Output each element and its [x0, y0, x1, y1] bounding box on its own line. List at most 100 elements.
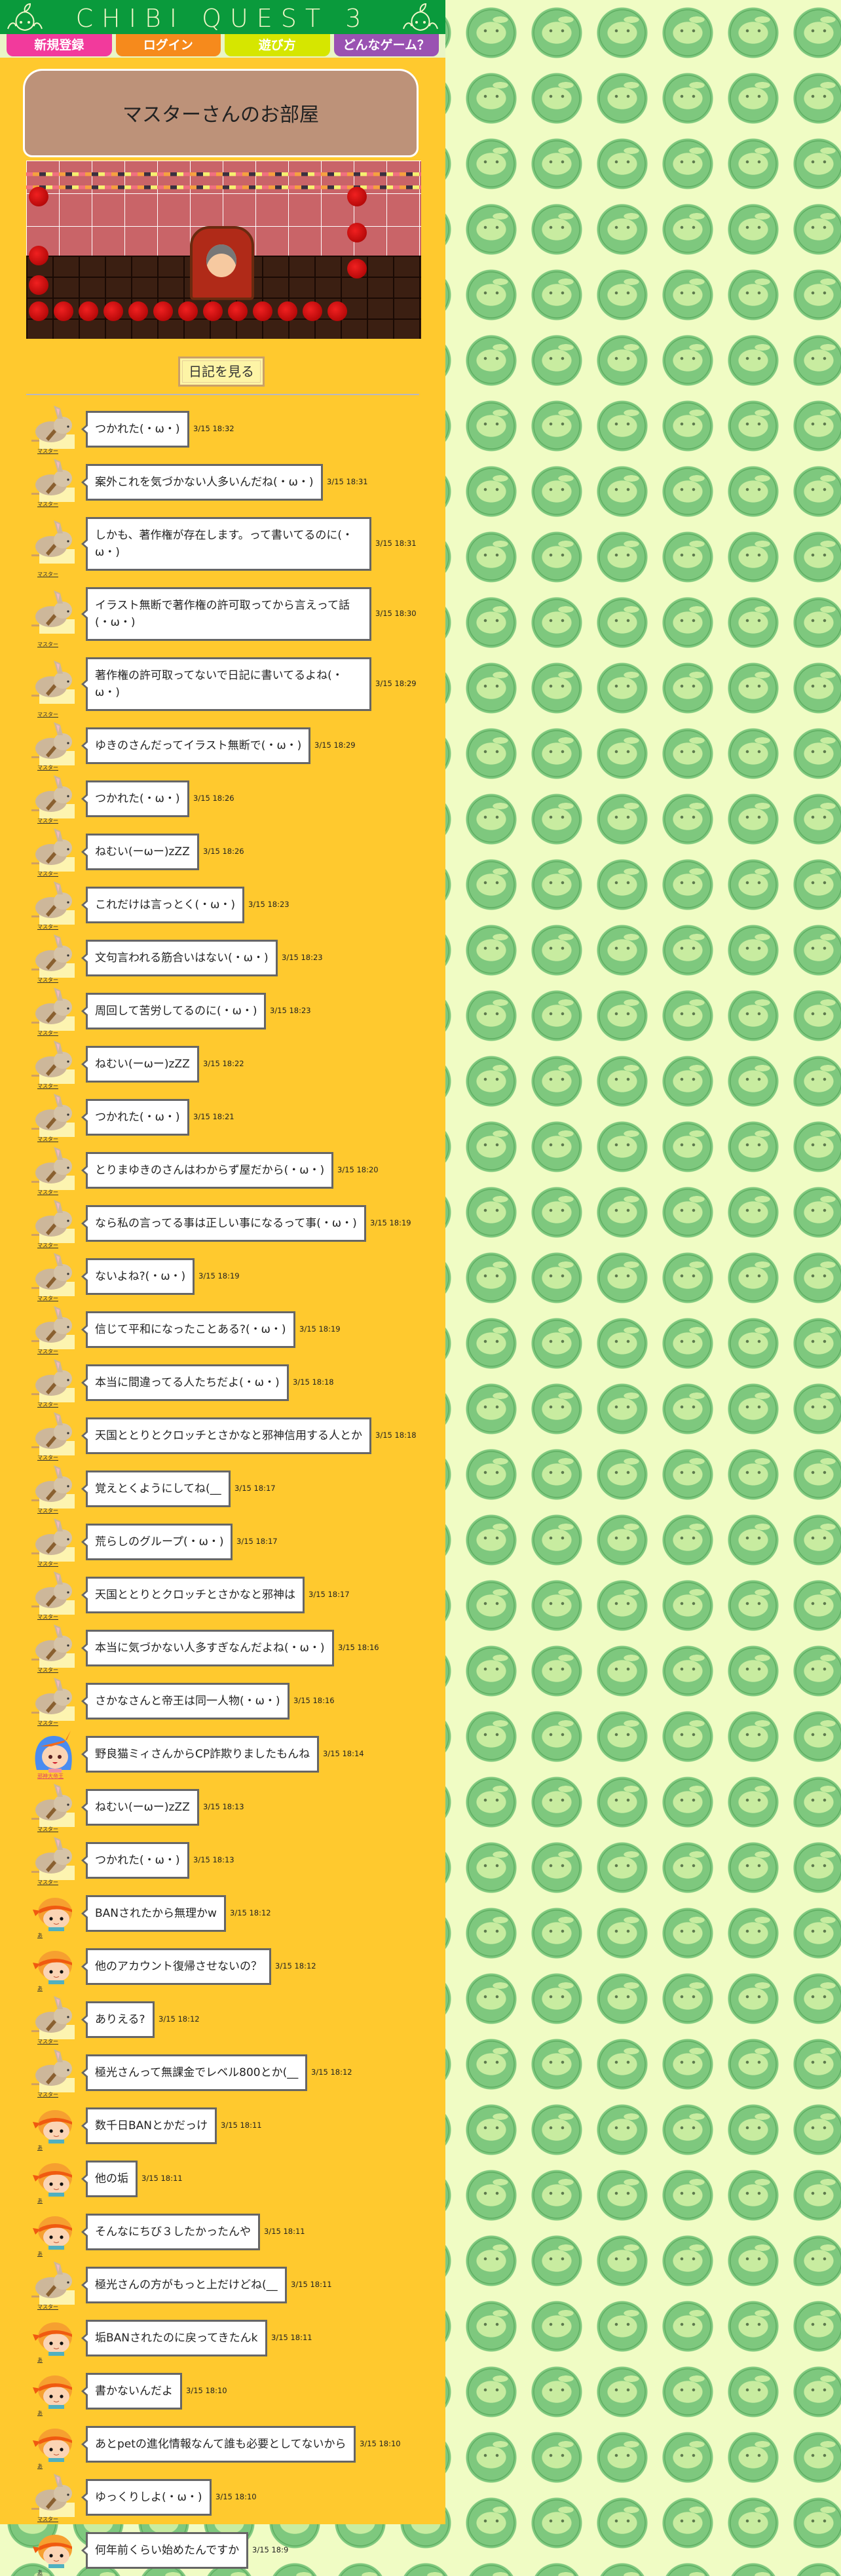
rabbit-avatar-icon[interactable] — [31, 1200, 75, 1243]
nav-about-game[interactable]: どんなゲーム？ — [333, 34, 439, 56]
rabbit-avatar-icon[interactable] — [31, 881, 75, 925]
view-diary-button[interactable]: 日記を見る — [178, 356, 265, 387]
username-link[interactable]: あ — [37, 2145, 43, 2151]
message-row: マスター 極光さんって無課金でレベル800とか(__ 3/15 18:12 — [0, 2042, 445, 2098]
nav-login[interactable]: ログイン — [115, 34, 221, 56]
rabbit-avatar-icon[interactable] — [31, 1094, 75, 1137]
rabbit-avatar-icon[interactable] — [31, 722, 75, 765]
orange-hair-boy-avatar-icon[interactable] — [31, 2315, 75, 2358]
message-text: つかれた(・ω・) — [95, 1111, 180, 1124]
username-link[interactable]: マスター — [37, 818, 58, 824]
orange-hair-boy-avatar-icon[interactable] — [31, 2368, 75, 2411]
rabbit-avatar-icon[interactable] — [31, 1996, 75, 2039]
username-link[interactable]: マスター — [37, 924, 58, 930]
orange-hair-boy-avatar-icon[interactable] — [31, 1943, 75, 1986]
rabbit-avatar-icon[interactable] — [31, 2049, 75, 2092]
message-timestamp: 3/15 18:10 — [360, 2439, 401, 2448]
orange-hair-boy-avatar-icon[interactable] — [31, 2208, 75, 2252]
message-timestamp: 3/15 18:16 — [293, 1696, 335, 1705]
rabbit-avatar-icon[interactable] — [31, 1359, 75, 1402]
orange-hair-boy-avatar-icon[interactable] — [31, 2102, 75, 2145]
username-link[interactable]: マスター — [37, 1136, 58, 1142]
nav-register[interactable]: 新規登録 — [7, 34, 112, 56]
username-link[interactable]: マスター — [37, 765, 58, 771]
username-link[interactable]: マスター — [37, 571, 58, 577]
username-link[interactable]: マスター — [37, 1189, 58, 1195]
username-link[interactable]: マスター — [37, 448, 58, 454]
username-link[interactable]: マスター — [37, 871, 58, 877]
username-link[interactable]: あ — [37, 2463, 43, 2469]
rabbit-avatar-icon[interactable] — [31, 775, 75, 818]
message-bubble: ねむい(ーωー)zZZ — [81, 1046, 199, 1083]
username-link[interactable]: マスター — [37, 2516, 58, 2522]
rabbit-avatar-icon[interactable] — [31, 1253, 75, 1296]
rabbit-avatar-icon[interactable] — [31, 661, 75, 704]
rabbit-avatar-icon[interactable] — [31, 1465, 75, 1509]
username-link[interactable]: あ — [37, 2251, 43, 2257]
username-link[interactable]: マスター — [37, 1296, 58, 1301]
orange-hair-boy-avatar-icon[interactable] — [31, 1890, 75, 1933]
username-link[interactable]: マスター — [37, 1030, 58, 1036]
rabbit-avatar-icon[interactable] — [31, 459, 75, 502]
username-link[interactable]: あ — [37, 1932, 43, 1938]
username-link[interactable]: マスター — [37, 1879, 58, 1885]
username-link[interactable]: あ — [37, 2569, 43, 2575]
orange-hair-boy-avatar-icon[interactable] — [31, 2527, 75, 2570]
message-timestamp: 3/15 18:12 — [159, 2014, 200, 2024]
message-bubble: BANされたから無理かw — [81, 1895, 226, 1932]
blue-hair-girl-avatar-icon[interactable] — [31, 1731, 75, 1774]
rabbit-avatar-icon[interactable] — [31, 2474, 75, 2517]
username-link[interactable]: マスター — [37, 1402, 58, 1408]
username-link[interactable]: あ — [37, 2198, 43, 2204]
rabbit-avatar-icon[interactable] — [31, 590, 75, 634]
message-timestamp: 3/15 18:17 — [308, 1590, 350, 1599]
rabbit-avatar-icon[interactable] — [31, 1624, 75, 1668]
rabbit-avatar-icon[interactable] — [31, 1678, 75, 1721]
username-link[interactable]: あ — [37, 1986, 43, 1991]
message-row: マスター ありえる? 3/15 18:12 — [0, 1989, 445, 2045]
rabbit-avatar-icon[interactable] — [31, 1147, 75, 1190]
message-row: マスター とりまゆきのさんはわからず屋だから(・ω・) 3/15 18:20 — [0, 1140, 445, 1195]
username-link[interactable]: あ — [37, 2410, 43, 2416]
username-link[interactable]: あ — [37, 2357, 43, 2363]
orange-hair-boy-avatar-icon[interactable] — [31, 2155, 75, 2199]
username-link[interactable]: マスター — [37, 2304, 58, 2310]
username-link[interactable]: マスター — [37, 2039, 58, 2045]
username-link[interactable]: マスター — [37, 1614, 58, 1620]
rabbit-avatar-icon[interactable] — [31, 1412, 75, 1455]
username-link[interactable]: マスター — [37, 1455, 58, 1461]
rabbit-avatar-icon[interactable] — [31, 520, 75, 564]
username-link[interactable]: マスター — [37, 501, 58, 507]
rabbit-avatar-icon[interactable] — [31, 1518, 75, 1562]
username-link[interactable]: マスター — [37, 1083, 58, 1089]
rabbit-avatar-icon[interactable] — [31, 934, 75, 978]
rabbit-avatar-icon[interactable] — [31, 828, 75, 872]
username-link[interactable]: 邪神大帝王 — [37, 1773, 64, 1779]
orange-hair-boy-avatar-icon[interactable] — [31, 2421, 75, 2464]
message-bubble: 天国ととりとクロッチとさかなと邪神信用する人とか — [81, 1417, 371, 1454]
rabbit-avatar-icon[interactable] — [31, 988, 75, 1031]
rabbit-avatar-icon[interactable] — [31, 1306, 75, 1349]
rose-icon — [327, 301, 347, 321]
rabbit-avatar-icon[interactable] — [31, 1837, 75, 1880]
rabbit-avatar-icon[interactable] — [31, 1784, 75, 1827]
username-link[interactable]: マスター — [37, 1667, 58, 1673]
username-link[interactable]: マスター — [37, 977, 58, 983]
username-link[interactable]: マスター — [37, 1242, 58, 1248]
rabbit-avatar-icon[interactable] — [31, 1571, 75, 1615]
rabbit-avatar-icon[interactable] — [31, 1041, 75, 1084]
username-link[interactable]: マスター — [37, 1720, 58, 1726]
username-link[interactable]: マスター — [37, 1826, 58, 1832]
room-owner-character[interactable] — [206, 244, 236, 277]
username-link[interactable]: マスター — [37, 1508, 58, 1514]
rabbit-avatar-icon[interactable] — [31, 2261, 75, 2305]
nav-how-to-play[interactable]: 遊び方 — [225, 34, 330, 56]
username-link[interactable]: マスター — [37, 712, 58, 718]
username-link[interactable]: マスター — [37, 1349, 58, 1355]
username-link[interactable]: マスター — [37, 1561, 58, 1567]
rabbit-avatar-icon[interactable] — [31, 406, 75, 449]
username-link[interactable]: マスター — [37, 2092, 58, 2098]
message-timestamp: 3/15 18:10 — [215, 2492, 257, 2501]
username-link[interactable]: マスター — [37, 642, 58, 647]
main-nav: 新規登録 ログイン 遊び方 どんなゲーム？ — [0, 34, 445, 58]
